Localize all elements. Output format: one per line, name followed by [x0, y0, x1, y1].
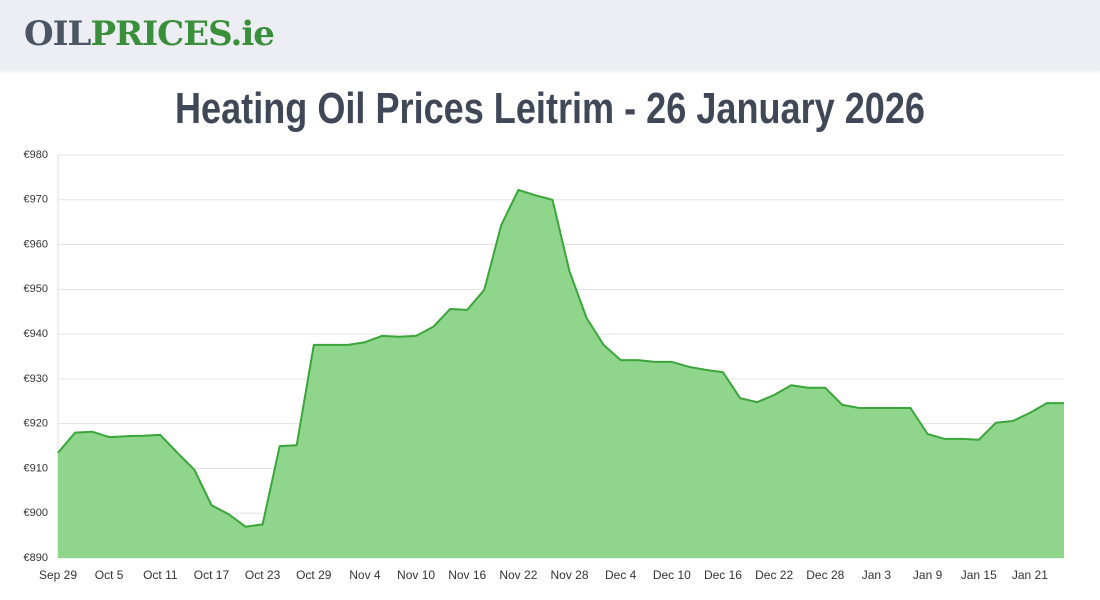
x-tick-label: Jan 15	[961, 568, 997, 582]
x-tick-label: Dec 22	[755, 568, 793, 582]
logo-part: OIL	[24, 14, 91, 54]
x-tick-label: Jan 3	[862, 568, 892, 582]
chart-title: Heating Oil Prices Leitrim - 26 January …	[174, 84, 925, 133]
x-tick-label: Oct 23	[245, 568, 281, 582]
x-tick-label: Oct 17	[194, 568, 230, 582]
area	[58, 189, 1064, 558]
y-tick-label: €910	[24, 462, 48, 474]
x-tick-label: Jan 21	[1012, 568, 1048, 582]
y-tick-label: €890	[24, 552, 48, 564]
logo-part: PRICES.ie	[90, 14, 274, 54]
x-tick-label: Oct 29	[296, 568, 332, 582]
y-tick-label: €960	[24, 238, 48, 250]
y-tick-label: €980	[24, 149, 48, 161]
y-tick-label: €940	[24, 328, 48, 340]
x-tick-label: Nov 16	[448, 568, 486, 582]
x-tick-label: Jan 9	[913, 568, 943, 582]
x-tick-label: Dec 16	[704, 568, 742, 582]
x-tick-label: Nov 10	[397, 568, 435, 582]
x-tick-label: Dec 4	[605, 568, 637, 582]
line	[57, 188, 1064, 528]
x-tick-label: Sep 29	[39, 568, 77, 582]
x-tick-label: Dec 28	[806, 568, 844, 582]
y-tick-label: €970	[24, 194, 48, 206]
x-tick-label: Nov 28	[551, 568, 589, 582]
x-tick-label: Dec 10	[653, 568, 691, 582]
x-tick-label: Oct 5	[95, 568, 124, 582]
x-tick-label: Oct 11	[143, 568, 178, 582]
logo[interactable]: OILPRICES.ie	[24, 14, 275, 54]
y-tick-label: €900	[24, 507, 48, 519]
x-tick-label: Nov 22	[499, 568, 537, 582]
y-tick-label: €920	[24, 418, 48, 430]
x-tick-label: Nov 4	[349, 568, 381, 582]
y-tick-label: €950	[24, 283, 48, 295]
header: OILPRICES.ie	[0, 0, 1100, 70]
y-tick-label: €930	[24, 373, 48, 385]
